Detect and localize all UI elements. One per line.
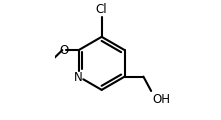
Text: OH: OH [153,93,171,106]
Text: Cl: Cl [96,3,107,16]
Text: O: O [60,44,69,57]
Text: N: N [74,71,83,84]
